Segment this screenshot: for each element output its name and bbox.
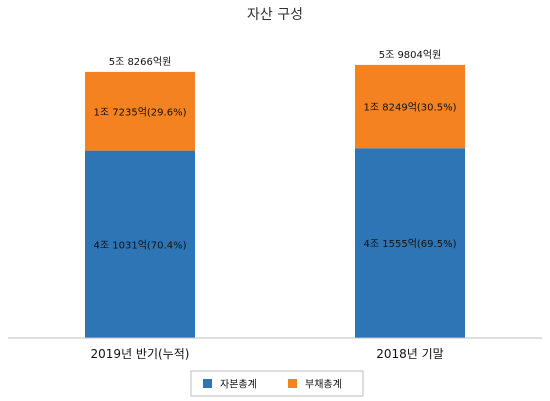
legend: 자본총계 부채총계 (190, 370, 364, 397)
bar-segment-liabilities-0 (85, 71, 195, 151)
category-label-1: 2018년 기말 (376, 347, 443, 361)
legend-label-liabilities: 부채총계 (305, 379, 342, 391)
segment-label-equity-0: 4조 1031억(70.4%) (94, 239, 187, 251)
category-labels: 2019년 반기(누적) 2018년 기말 (91, 347, 444, 361)
category-label-0: 2019년 반기(누적) (91, 347, 190, 361)
bar-segment-equity-0 (85, 150, 195, 338)
legend-label-equity: 자본총계 (220, 379, 257, 391)
segment-label-liabilities-0: 1조 7235억(29.6%) (94, 106, 187, 118)
bar-segment-equity-1 (355, 148, 465, 338)
segment-label-equity-1: 4조 1555억(69.5%) (364, 238, 457, 250)
segment-label-liabilities-1: 1조 8249억(30.5%) (364, 102, 457, 114)
total-label-1: 5조 9804억원 (379, 49, 442, 61)
bar-segment-liabilities-1 (355, 64, 465, 149)
legend-box (190, 370, 364, 397)
legend-swatch-equity (203, 379, 212, 388)
total-label-0: 5조 8266억원 (109, 56, 172, 68)
chart-title: 자산 구성 (247, 7, 303, 23)
legend-swatch-liabilities (288, 379, 297, 388)
plot-area: 4조 1031억(70.4%) 1조 7235억(29.6%) 5조 8266억원 4… (85, 49, 465, 338)
